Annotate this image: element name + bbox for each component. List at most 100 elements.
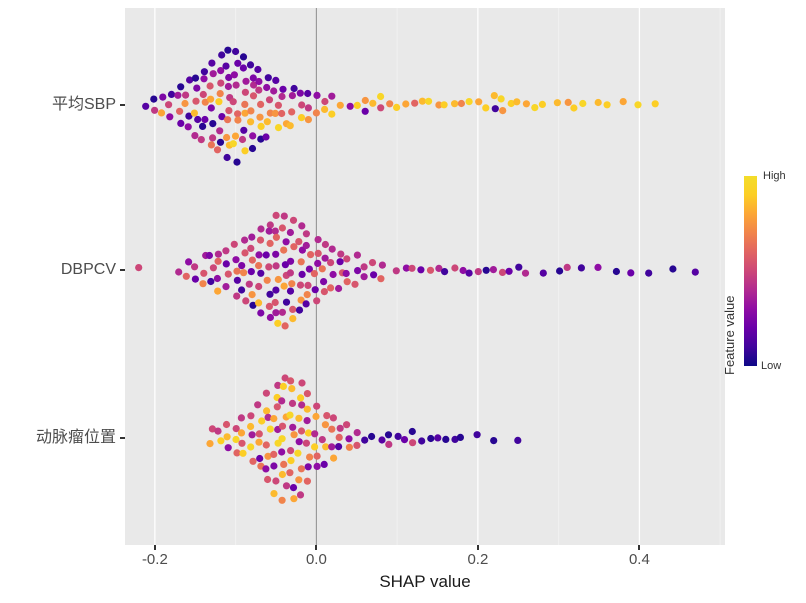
- data-point: [353, 251, 361, 259]
- data-point: [312, 109, 320, 117]
- data-point: [255, 251, 263, 259]
- data-point: [394, 432, 402, 440]
- colorbar-high-label: High: [763, 170, 786, 182]
- data-point: [247, 443, 255, 451]
- data-point: [199, 122, 207, 130]
- data-point: [270, 490, 278, 498]
- data-point: [408, 264, 416, 272]
- data-point: [594, 98, 602, 107]
- data-point: [233, 158, 241, 166]
- x-tick-mark: [315, 545, 318, 550]
- data-point: [310, 270, 318, 278]
- data-point: [318, 436, 326, 444]
- data-point: [240, 126, 248, 134]
- data-point: [303, 417, 311, 425]
- data-point: [418, 437, 426, 445]
- data-point: [314, 249, 322, 257]
- data-point: [249, 132, 257, 140]
- data-point: [177, 119, 185, 127]
- data-point: [289, 216, 298, 224]
- data-point: [174, 91, 182, 99]
- data-point: [280, 460, 288, 468]
- data-point: [563, 263, 571, 271]
- data-point: [184, 123, 192, 131]
- data-point: [264, 475, 272, 484]
- data-point: [297, 114, 306, 122]
- data-point: [249, 301, 257, 309]
- data-point: [255, 438, 263, 446]
- data-point: [270, 415, 278, 423]
- y-category-label: 动脉瘤位置: [35, 428, 116, 446]
- x-tick-mark: [638, 545, 641, 550]
- data-point: [250, 81, 258, 89]
- data-point: [265, 302, 273, 310]
- data-point: [240, 269, 248, 277]
- data-point: [297, 296, 305, 304]
- data-point: [442, 435, 450, 443]
- data-point: [400, 436, 409, 444]
- data-point: [669, 265, 677, 273]
- data-point: [564, 98, 572, 106]
- y-tick-mark: [120, 269, 125, 272]
- data-point: [370, 271, 378, 279]
- data-point: [556, 267, 564, 275]
- data-point: [181, 99, 189, 108]
- data-point: [255, 262, 263, 270]
- data-point: [440, 101, 448, 109]
- data-point: [377, 275, 385, 283]
- data-point: [249, 92, 258, 100]
- data-point: [263, 83, 271, 92]
- data-point: [320, 288, 328, 296]
- data-point: [214, 250, 222, 258]
- data-point: [248, 233, 256, 241]
- y-tick-mark: [120, 436, 125, 439]
- data-point: [418, 97, 426, 105]
- data-point: [482, 104, 490, 112]
- data-point: [229, 98, 237, 106]
- data-point: [200, 269, 208, 277]
- y-tick-mark: [120, 103, 125, 106]
- data-point: [222, 420, 231, 429]
- data-point: [241, 88, 249, 96]
- data-point: [233, 276, 241, 284]
- data-point: [290, 243, 298, 251]
- data-point: [232, 435, 240, 444]
- data-point: [304, 429, 313, 437]
- data-point: [278, 109, 286, 118]
- data-point: [328, 425, 336, 433]
- data-point: [343, 255, 351, 263]
- data-point: [239, 64, 247, 72]
- data-point: [262, 441, 270, 449]
- data-point: [409, 439, 417, 447]
- data-point: [612, 267, 620, 276]
- data-point: [200, 75, 208, 83]
- data-point: [298, 379, 306, 387]
- data-point: [278, 422, 287, 430]
- data-point: [281, 261, 289, 269]
- data-point: [287, 447, 295, 455]
- data-point: [328, 245, 336, 253]
- data-point: [224, 444, 232, 452]
- data-point: [257, 122, 265, 130]
- data-point: [278, 92, 286, 101]
- data-point: [223, 153, 231, 162]
- data-point: [513, 98, 521, 106]
- data-point: [238, 262, 246, 270]
- data-point: [427, 434, 435, 443]
- data-point: [298, 101, 306, 109]
- data-point: [296, 491, 305, 499]
- data-point: [282, 298, 291, 306]
- data-point: [473, 431, 481, 439]
- data-point: [465, 269, 473, 277]
- data-point: [282, 482, 291, 490]
- data-point: [272, 211, 280, 219]
- data-point: [345, 443, 353, 451]
- data-point: [237, 429, 246, 437]
- y-category-label: 平均SBP: [51, 95, 116, 113]
- data-point: [272, 76, 280, 84]
- data-point: [327, 259, 335, 267]
- data-point: [224, 82, 232, 91]
- data-point: [451, 100, 459, 108]
- data-point: [328, 443, 336, 451]
- data-point: [241, 236, 249, 244]
